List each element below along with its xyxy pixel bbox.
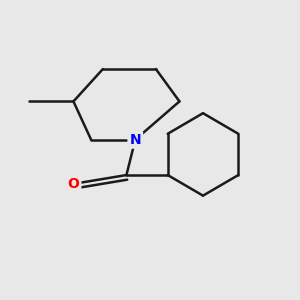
Text: N: N xyxy=(130,133,141,147)
Text: O: O xyxy=(68,177,80,191)
